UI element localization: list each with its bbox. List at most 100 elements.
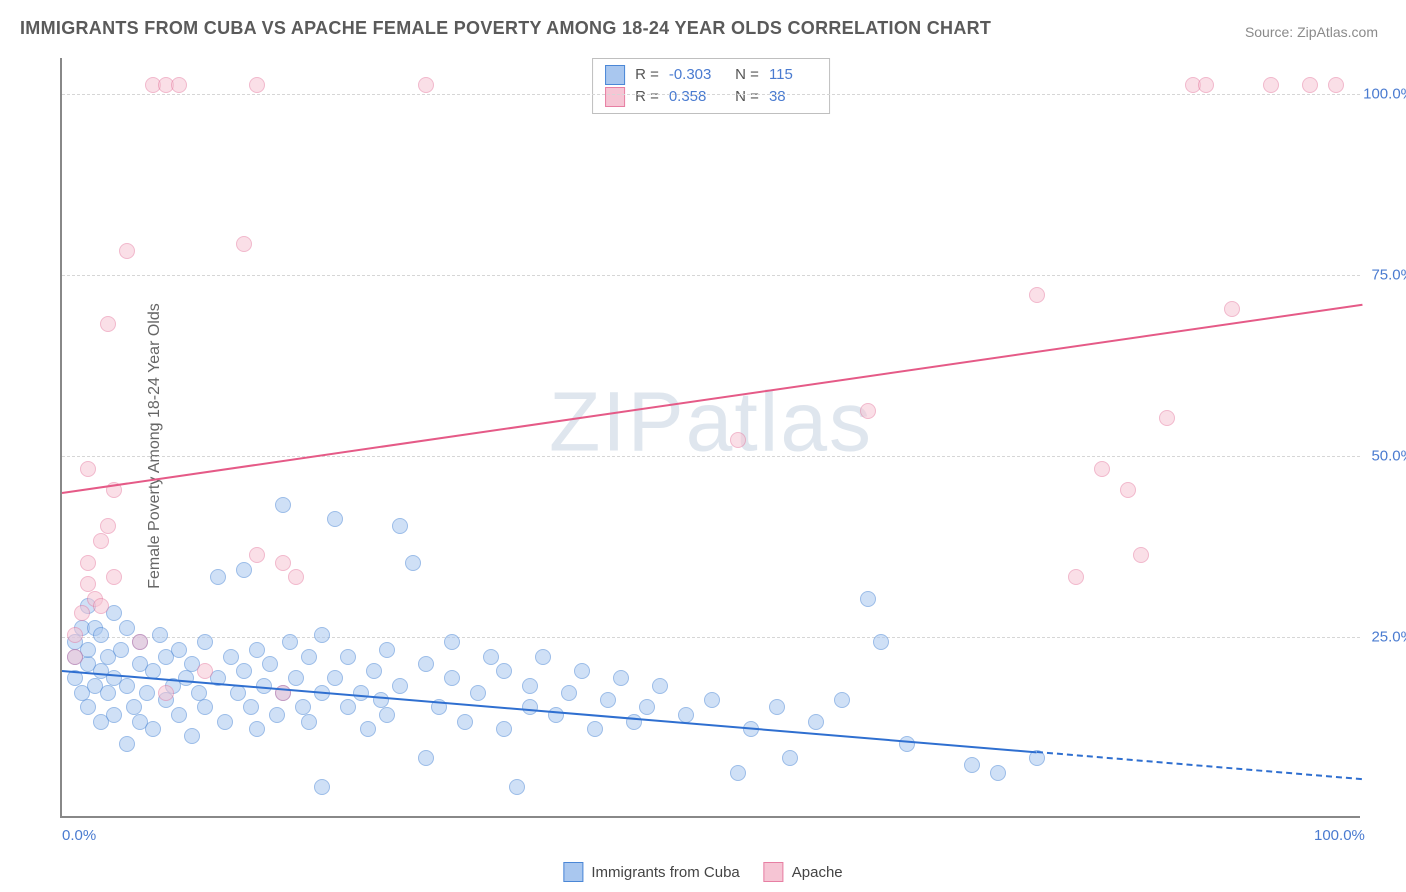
- legend-swatch: [563, 862, 583, 882]
- data-point: [704, 692, 720, 708]
- data-point: [574, 663, 590, 679]
- data-point: [275, 555, 291, 571]
- data-point: [899, 736, 915, 752]
- data-point: [119, 620, 135, 636]
- data-point: [74, 605, 90, 621]
- data-point: [288, 569, 304, 585]
- data-point: [626, 714, 642, 730]
- data-point: [548, 707, 564, 723]
- data-point: [1133, 547, 1149, 563]
- data-point: [418, 750, 434, 766]
- data-point: [808, 714, 824, 730]
- gridline: [62, 275, 1360, 276]
- data-point: [561, 685, 577, 701]
- data-point: [360, 721, 376, 737]
- data-point: [990, 765, 1006, 781]
- data-point: [171, 77, 187, 93]
- stat-n-label: N =: [727, 64, 759, 86]
- data-point: [483, 649, 499, 665]
- data-point: [100, 685, 116, 701]
- data-point: [444, 670, 460, 686]
- stat-r-value: -0.303: [669, 64, 717, 86]
- data-point: [243, 699, 259, 715]
- data-point: [366, 663, 382, 679]
- data-point: [1029, 287, 1045, 303]
- data-point: [152, 627, 168, 643]
- source-attribution: Source: ZipAtlas.com: [1245, 24, 1378, 40]
- data-point: [1120, 482, 1136, 498]
- data-point: [236, 663, 252, 679]
- data-point: [678, 707, 694, 723]
- stat-r-label: R =: [635, 64, 659, 86]
- data-point: [119, 678, 135, 694]
- data-point: [210, 569, 226, 585]
- data-point: [314, 627, 330, 643]
- data-point: [600, 692, 616, 708]
- chart-title: IMMIGRANTS FROM CUBA VS APACHE FEMALE PO…: [20, 18, 991, 39]
- data-point: [392, 518, 408, 534]
- data-point: [353, 685, 369, 701]
- data-point: [652, 678, 668, 694]
- data-point: [509, 779, 525, 795]
- data-point: [100, 518, 116, 534]
- legend-swatch: [764, 862, 784, 882]
- legend-swatch: [605, 65, 625, 85]
- data-point: [184, 728, 200, 744]
- data-point: [80, 461, 96, 477]
- x-tick-label: 0.0%: [62, 827, 96, 844]
- data-point: [67, 649, 83, 665]
- legend-stat-row: R = 0.358 N = 38: [605, 86, 817, 108]
- data-point: [288, 670, 304, 686]
- data-point: [249, 77, 265, 93]
- legend-item: Apache: [764, 862, 843, 882]
- data-point: [522, 699, 538, 715]
- legend-bottom: Immigrants from CubaApache: [563, 862, 842, 882]
- y-tick-label: 50.0%: [1371, 448, 1406, 465]
- gridline: [62, 456, 1360, 457]
- data-point: [730, 765, 746, 781]
- data-point: [769, 699, 785, 715]
- data-point: [217, 714, 233, 730]
- gridline: [62, 637, 1360, 638]
- y-tick-label: 100.0%: [1363, 86, 1406, 103]
- data-point: [535, 649, 551, 665]
- data-point: [106, 707, 122, 723]
- data-point: [275, 497, 291, 513]
- data-point: [178, 670, 194, 686]
- data-point: [249, 547, 265, 563]
- data-point: [230, 685, 246, 701]
- data-point: [327, 511, 343, 527]
- stat-r-value: 0.358: [669, 86, 717, 108]
- data-point: [418, 77, 434, 93]
- data-point: [1094, 461, 1110, 477]
- data-point: [197, 663, 213, 679]
- legend-stat-row: R = -0.303 N = 115: [605, 64, 817, 86]
- data-point: [782, 750, 798, 766]
- stat-r-label: R =: [635, 86, 659, 108]
- data-point: [587, 721, 603, 737]
- data-point: [457, 714, 473, 730]
- data-point: [119, 736, 135, 752]
- legend-label: Apache: [792, 864, 843, 881]
- data-point: [145, 721, 161, 737]
- data-point: [470, 685, 486, 701]
- data-point: [106, 569, 122, 585]
- data-point: [496, 721, 512, 737]
- data-point: [522, 678, 538, 694]
- data-point: [1263, 77, 1279, 93]
- data-point: [197, 634, 213, 650]
- data-point: [197, 699, 213, 715]
- data-point: [613, 670, 629, 686]
- gridline: [62, 94, 1360, 95]
- data-point: [496, 663, 512, 679]
- data-point: [1068, 569, 1084, 585]
- data-point: [301, 649, 317, 665]
- data-point: [249, 642, 265, 658]
- data-point: [132, 634, 148, 650]
- legend-stats: R = -0.303 N = 115R = 0.358 N = 38: [592, 58, 830, 114]
- data-point: [80, 699, 96, 715]
- data-point: [236, 236, 252, 252]
- data-point: [860, 591, 876, 607]
- data-point: [100, 316, 116, 332]
- plot-area: ZIPatlas R = -0.303 N = 115R = 0.358 N =…: [60, 58, 1360, 818]
